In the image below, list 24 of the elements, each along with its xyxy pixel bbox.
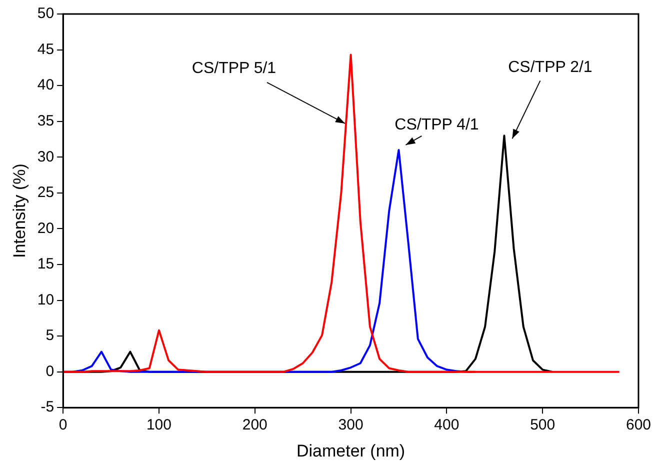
y-tick-label: 25 [37, 184, 54, 202]
y-tick-label: 20 [37, 220, 54, 237]
y-tick-label: 40 [37, 76, 54, 94]
y-axis-title: Intensity (%) [10, 164, 29, 258]
annotation: CS/TPP 4/1 [394, 116, 479, 134]
x-axis-title: Diameter (nm) [296, 441, 406, 460]
x-tick-label: 600 [626, 416, 651, 434]
x-tick-label: 500 [530, 416, 556, 434]
y-tick-label: 0 [46, 362, 54, 380]
y-tick-label: 50 [37, 5, 54, 22]
y-tick-label: 45 [37, 40, 54, 58]
x-tick-label: 200 [242, 416, 268, 434]
y-tick-label: 15 [37, 256, 54, 273]
annotation: CS/TPP 5/1 [192, 60, 276, 77]
annotation: CS/TPP 2/1 [508, 59, 592, 76]
y-tick-label: 10 [37, 291, 54, 308]
x-tick-label: 0 [58, 416, 68, 434]
x-tick-label: 100 [146, 416, 172, 434]
x-tick-label: 400 [434, 416, 460, 434]
y-tick-label: 5 [46, 327, 54, 344]
y-tick-label: 35 [37, 112, 54, 130]
x-tick-label: 300 [338, 416, 364, 434]
y-tick-label: 30 [37, 148, 54, 166]
y-tick-label: -5 [40, 398, 54, 416]
